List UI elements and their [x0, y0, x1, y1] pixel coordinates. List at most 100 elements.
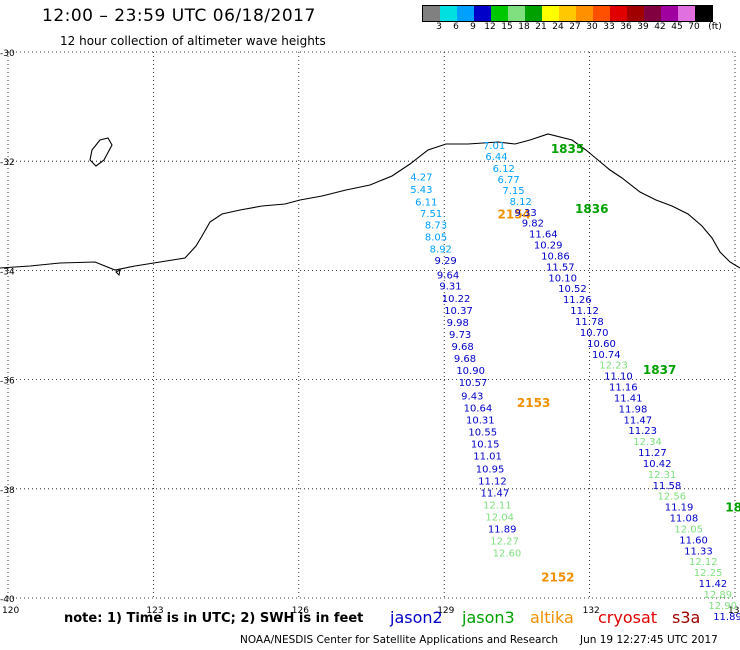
swh-value: 7.51 [420, 209, 442, 220]
swh-value: 10.57 [459, 378, 488, 389]
swh-value: 10.42 [643, 459, 672, 470]
legend-label: 3 [436, 22, 442, 32]
swh-value: 12.60 [493, 549, 522, 560]
kangaroo-island [89, 137, 113, 167]
legend-swatch [491, 6, 508, 21]
swh-value: 10.29 [534, 241, 563, 252]
swh-value: 9.68 [454, 354, 476, 365]
longitude-labels: 120 123 126 129 132 135 [2, 606, 740, 616]
lon-tick-label: 132 [583, 606, 600, 616]
swh-value: 12.25 [694, 568, 723, 579]
pass-time-label: 1837 [643, 363, 676, 377]
swh-value: 9.29 [435, 256, 457, 267]
legend-swatch [474, 6, 491, 21]
legend-swatch [542, 6, 559, 21]
offshore-islet [115, 269, 121, 277]
coastline [0, 133, 740, 277]
swh-value: 10.15 [471, 439, 500, 450]
swh-value: 11.12 [478, 476, 507, 487]
pass-time-label: 2154 [498, 208, 531, 222]
page-title: 12:00 – 23:59 UTC 06/18/2017 [42, 6, 316, 26]
legend-unit: (ft) [708, 22, 722, 32]
swh-value: 12.05 [674, 524, 703, 535]
swh-value: 11.23 [628, 426, 657, 437]
swh-value: 9.43 [461, 391, 483, 402]
swh-value: 6.77 [498, 175, 520, 186]
swh-value: 10.31 [466, 415, 495, 426]
lat-tick-label: -34 [0, 267, 15, 277]
swh-value: 11.78 [575, 317, 604, 328]
swh-value: 11.08 [670, 514, 699, 525]
legend-swatch [508, 6, 525, 21]
legend-label: 24 [552, 22, 564, 32]
swh-value: 11.60 [679, 535, 708, 546]
swh-value: 6.44 [485, 152, 507, 163]
swh-value: 10.10 [548, 273, 577, 284]
satellite-name: altika [530, 608, 574, 627]
swh-value: 9.82 [522, 219, 544, 230]
legend-label: 27 [569, 22, 581, 32]
lon-tick-label: 135 [728, 606, 740, 616]
legend-label: 39 [637, 22, 649, 32]
swh-value: 5.43 [410, 185, 432, 196]
swh-value: 10.52 [558, 284, 587, 295]
satellite-name: cryosat [598, 608, 658, 627]
lon-tick-label: 129 [437, 606, 454, 616]
swh-value: 11.64 [529, 230, 558, 241]
page-subtitle: 12 hour collection of altimeter wave hei… [60, 34, 326, 48]
swh-value: 8.12 [510, 197, 532, 208]
swh-value: 12.12 [689, 557, 718, 568]
satellite-name: jason2 [390, 608, 443, 627]
color-legend [422, 5, 713, 22]
legend-label: 45 [671, 22, 683, 32]
swh-value: 11.47 [624, 415, 653, 426]
swh-value: 7.15 [502, 186, 524, 197]
legend-swatch [423, 6, 440, 21]
swh-value: 11.27 [638, 448, 667, 459]
swh-value: 10.55 [468, 427, 497, 438]
pass-time-label: 2153 [517, 396, 550, 410]
pass-time-label: 2152 [541, 571, 574, 585]
swh-value: 10.60 [587, 339, 616, 350]
swh-value: 9.98 [447, 318, 469, 329]
swh-value: 9.73 [449, 330, 471, 341]
swh-value: 11.89 [488, 524, 517, 535]
swh-value: 8.92 [430, 244, 452, 255]
swh-value: 11.47 [481, 488, 510, 499]
legend-label: 12 [484, 22, 496, 32]
legend-swatch [525, 6, 542, 21]
swh-value: 11.16 [609, 383, 638, 394]
lon-tick-label: 126 [292, 606, 309, 616]
australia-south-coast [0, 133, 740, 271]
swh-value: 9.33 [514, 208, 536, 219]
swh-value: 11.19 [665, 503, 694, 514]
swh-value: 12.31 [648, 470, 677, 481]
legend-label: 33 [603, 22, 615, 32]
lat-lon-grid [7, 51, 736, 599]
swh-value: 12.11 [483, 500, 512, 511]
satellite-name: s3a [672, 608, 701, 627]
legend-label: 18 [518, 22, 530, 32]
legend-label: 6 [453, 22, 459, 32]
pass-time-label: 1836 [575, 202, 608, 216]
legend-swatch [576, 6, 593, 21]
swh-value: 11.42 [699, 579, 728, 590]
legend-label: 36 [620, 22, 632, 32]
legend-label: 15 [501, 22, 513, 32]
swh-value: 4.27 [410, 172, 432, 183]
credit-line: NOAA/NESDIS Center for Satellite Applica… [240, 634, 558, 646]
swh-value: 9.68 [451, 342, 473, 353]
swh-value: 8.73 [425, 220, 447, 231]
swh-value: 10.95 [476, 464, 505, 475]
swh-value: 10.74 [592, 350, 621, 361]
legend-swatch [559, 6, 576, 21]
swh-value: 11.58 [653, 481, 682, 492]
lat-tick-label: -38 [0, 486, 15, 496]
legend-label: 21 [535, 22, 547, 32]
legend-swatch [457, 6, 474, 21]
swh-value: 8.05 [425, 232, 447, 243]
legend-label: 42 [654, 22, 666, 32]
altimeter-tracks: 4.27 5.436.117.518.738.058.929.29 9.649.31… [410, 141, 740, 623]
swh-value: 10.22 [442, 294, 471, 305]
swh-value: 7.01 [483, 141, 505, 152]
